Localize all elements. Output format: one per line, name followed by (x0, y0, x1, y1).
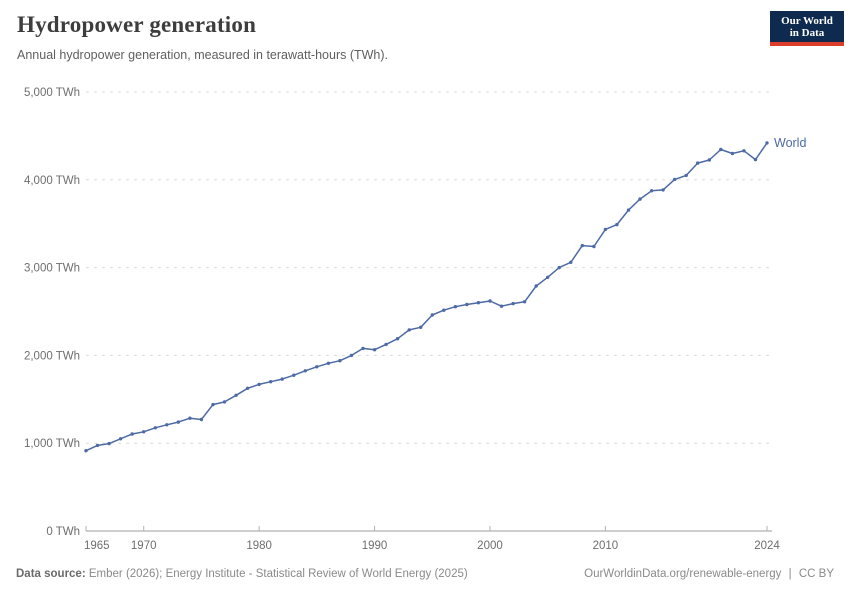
data-point-marker[interactable] (107, 441, 111, 446)
data-point-marker[interactable] (349, 353, 354, 358)
owid-url-link[interactable]: OurWorldinData.org/renewable-energy (584, 568, 782, 580)
data-point-marker[interactable] (707, 158, 711, 162)
data-point-marker[interactable] (511, 301, 515, 306)
data-point-marker[interactable] (395, 337, 400, 341)
x-tick-label: 1965 (84, 540, 110, 552)
chart-footer: Data source: Ember (2026); Energy Instit… (0, 568, 850, 600)
data-point-marker[interactable] (118, 437, 123, 441)
data-point-marker[interactable] (753, 157, 758, 162)
data-point-marker[interactable] (211, 402, 215, 407)
footer-links: OurWorldinData.org/renewable-energy | CC… (584, 568, 834, 580)
y-tick-label: 0 TWh (46, 526, 80, 538)
x-tick-label: 2024 (754, 540, 780, 552)
data-point-marker[interactable] (673, 177, 677, 182)
y-tick-label: 5,000 TWh (24, 87, 80, 99)
data-point-marker[interactable] (292, 373, 296, 377)
data-point-marker[interactable] (661, 188, 665, 192)
data-point-marker[interactable] (269, 380, 273, 384)
chart-subtitle: Annual hydropower generation, measured i… (17, 48, 389, 62)
data-point-marker[interactable] (765, 141, 769, 145)
data-source-label: Data source: (16, 568, 86, 580)
x-tick-label: 1970 (131, 540, 157, 552)
data-point-marker[interactable] (280, 377, 284, 381)
data-point-marker[interactable] (465, 302, 469, 307)
data-point-marker[interactable] (326, 361, 331, 365)
data-point-marker[interactable] (257, 382, 261, 387)
x-axis: 1965 1970 1980 1990 2000 2010 2024 (84, 526, 780, 552)
data-point-marker[interactable] (592, 244, 596, 249)
x-tick-label: 1980 (246, 540, 272, 552)
data-point-marker[interactable] (442, 308, 446, 312)
gridlines (86, 91, 772, 532)
world-line[interactable] (85, 142, 768, 452)
data-point-marker[interactable] (176, 420, 180, 424)
x-tick-label: 1990 (362, 540, 388, 552)
data-point-marker[interactable] (719, 147, 723, 152)
logo-line-2: in Data (789, 26, 825, 39)
data-point-marker[interactable] (522, 300, 527, 304)
data-point-marker[interactable] (499, 304, 504, 308)
data-point-marker[interactable] (649, 189, 654, 193)
data-point-marker[interactable] (603, 227, 608, 232)
data-point-marker[interactable] (84, 449, 88, 453)
data-point-marker[interactable] (488, 299, 492, 303)
data-point-marker[interactable] (130, 432, 134, 436)
series-end-label[interactable]: World (774, 136, 806, 150)
world-series-label[interactable]: World (774, 136, 806, 150)
data-point-marker[interactable] (557, 265, 561, 270)
data-point-marker[interactable] (546, 275, 550, 279)
data-point-marker[interactable] (188, 416, 192, 420)
data-point-marker[interactable] (476, 301, 481, 305)
data-point-marker[interactable] (626, 208, 631, 212)
data-point-marker[interactable] (315, 365, 319, 369)
data-point-marker[interactable] (222, 400, 227, 404)
data-point-marker[interactable] (430, 313, 434, 317)
data-source-line: Data source: Ember (2026); Energy Instit… (16, 568, 468, 580)
data-series-world[interactable] (84, 141, 769, 453)
license-label[interactable]: CC BY (798, 568, 834, 580)
data-point-marker[interactable] (730, 151, 735, 156)
data-point-marker[interactable] (199, 417, 204, 422)
data-point-marker[interactable] (569, 260, 573, 264)
y-tick-label: 3,000 TWh (24, 263, 80, 275)
data-point-marker[interactable] (638, 197, 642, 201)
x-tick-label: 2010 (593, 540, 619, 552)
data-point-marker[interactable] (453, 305, 458, 309)
data-point-marker[interactable] (419, 325, 423, 329)
data-point-marker[interactable] (580, 243, 584, 248)
data-point-marker[interactable] (684, 173, 688, 178)
logo-line-1: Our World (781, 14, 833, 27)
y-tick-label: 2,000 TWh (24, 350, 80, 362)
data-point-marker[interactable] (303, 369, 307, 373)
page-title: Hydropower generation (17, 12, 257, 37)
data-point-marker[interactable] (615, 222, 619, 227)
data-point-marker[interactable] (338, 359, 342, 363)
data-point-marker[interactable] (165, 423, 169, 427)
x-tick-label: 2000 (477, 540, 503, 552)
data-point-marker[interactable] (384, 342, 388, 347)
data-point-marker[interactable] (95, 443, 100, 448)
data-point-marker[interactable] (534, 284, 538, 288)
owid-logo[interactable]: Our World in Data (770, 11, 844, 46)
data-point-marker[interactable] (696, 161, 700, 165)
data-point-marker[interactable] (407, 328, 411, 332)
data-point-marker[interactable] (742, 149, 746, 153)
data-point-marker[interactable] (153, 426, 157, 430)
data-source-text[interactable]: Ember (2026); Energy Institute - Statist… (88, 568, 468, 580)
data-point-marker[interactable] (245, 386, 250, 390)
data-point-marker[interactable] (372, 348, 377, 352)
data-point-marker[interactable] (142, 430, 146, 434)
y-axis-labels: 0 TWh 1,000 TWh 2,000 TWh 3,000 TWh 4,000 TW… (24, 87, 80, 538)
y-tick-label: 1,000 TWh (24, 438, 80, 450)
y-tick-label: 4,000 TWh (24, 175, 80, 187)
data-point-marker[interactable] (361, 346, 365, 351)
data-point-marker[interactable] (234, 393, 238, 397)
footer-separator: | (788, 568, 792, 580)
